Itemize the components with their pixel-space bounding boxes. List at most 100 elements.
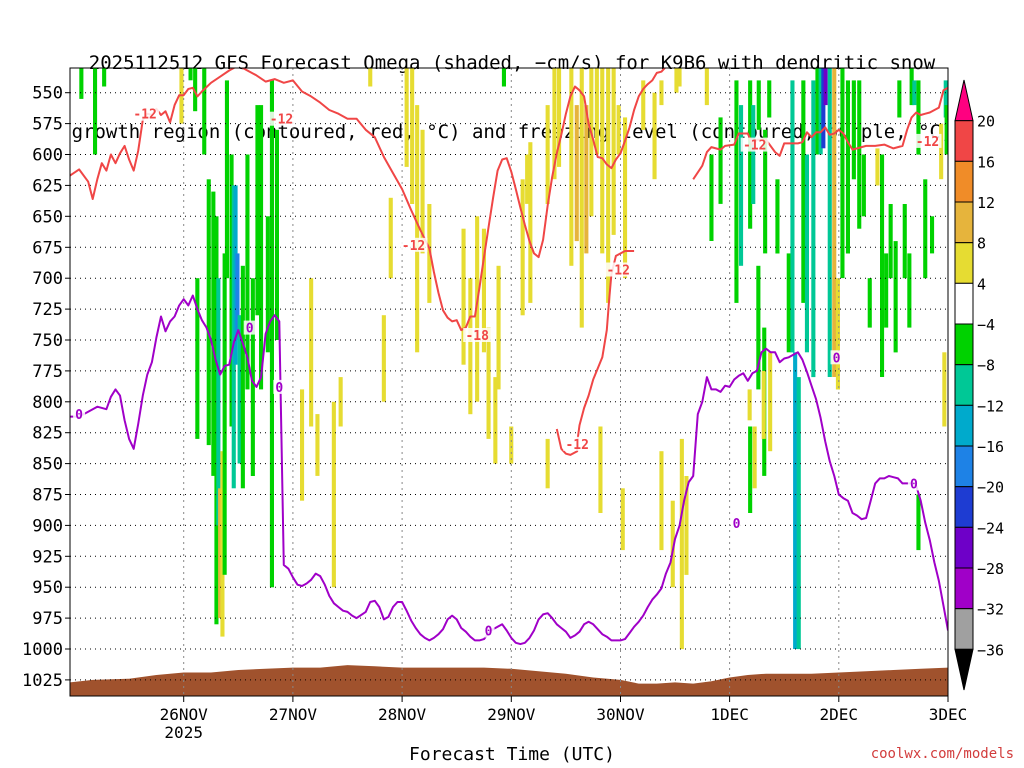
omega-cell-58 [579,68,584,328]
omega-cell-62 [600,68,605,254]
omega-cell-21 [240,265,245,489]
omega-cell-100 [793,352,798,649]
y-tick-label-1000: 1000 [22,640,63,660]
y-tick-label-650: 650 [32,207,63,227]
colorbar-swatch-11 [954,526,974,569]
omega-cell-125 [907,253,912,328]
omega-cell-89 [767,80,772,118]
omega-cell-42 [461,228,466,365]
omega-cell-73 [684,476,689,575]
omega-cell-8 [206,179,211,446]
y-axis: 550 575 600 625 650 675 700 725 750 775 800 825 850 8… [22,84,70,691]
x-tick-label-30NOV: 30NOV [596,705,645,724]
omega-cell-106 [818,68,823,155]
omega-cell-36 [388,197,393,279]
y-tick-label-600: 600 [32,146,63,166]
contour-label-bg-2 [399,237,428,252]
contour--12 [70,68,667,332]
colorbar-swatch-6 [954,323,974,366]
omega-cell-34 [368,68,373,87]
credit-text: coolwx.com/models [870,746,1014,762]
omega-cell-23 [250,278,255,476]
omega-cell-135 [944,105,948,155]
y-tick-label-725: 725 [32,300,63,320]
x-tick-label-29NOV: 29NOV [487,705,536,724]
contour--12b [555,250,635,456]
omega-cell-118 [875,148,880,186]
omega-cell-102 [801,80,806,303]
omega-cell-2 [102,68,107,87]
omega-cell-123 [897,80,902,118]
omega-cell-75 [659,451,664,551]
contour-label-11: 0 [485,625,493,640]
omega-cell-50 [520,179,525,316]
omega-cell-108 [823,68,828,106]
x-tick-label-1DEC: 1DEC [710,705,749,724]
omega-cell-103 [804,154,809,353]
omega-cell-70 [674,68,679,93]
plot-frame [69,67,949,697]
terrain-surface [70,665,948,696]
contour-labels: -12 -12 -12 -18 -12 -12 -12 -12 0 0 0 0 0 0 0 [73,106,942,640]
contour-label-bg-0 [131,106,160,121]
omega-cell-129 [923,179,928,279]
contour-label-14: 0 [910,477,918,492]
colorbar-label-9: −20 [977,479,1004,497]
omega-cell-133 [942,352,947,427]
colorbar-swatch-10 [954,486,974,528]
omega-cell-67 [641,80,646,130]
omega-cell-78 [545,438,550,489]
colorbar-arrow-bottom [954,648,974,691]
omega-cell-127 [912,80,917,106]
contour-label-bg-7 [913,133,942,148]
omega-cell-68 [652,92,657,180]
omega-cell-111 [835,278,840,390]
omega-cell-116 [861,154,866,217]
x-tick-label-28NOV: 28NOV [378,705,427,724]
omega-cell-32 [331,401,336,588]
omega-cell-52 [528,142,533,303]
contour-label-1: -12 [270,113,293,128]
omega-cell-12 [218,488,223,619]
colorbar-label-12: −32 [977,601,1004,619]
omega-cell-69 [659,80,664,106]
y-tick-label-800: 800 [32,393,63,413]
x-axis-label: Forecast Time (UTC) [409,744,615,765]
colorbar-label-8: −16 [977,438,1004,456]
omega-cell-57 [574,105,579,242]
omega-shading [79,68,948,650]
omega-cell-97 [775,179,780,254]
omega-cell-27 [269,80,274,588]
omega-cell-1 [93,68,98,155]
y-tick-label-575: 575 [32,115,63,135]
colorbar-label-6: −8 [977,357,995,375]
omega-cell-128 [916,80,921,155]
contour-label-bg-4 [563,436,592,451]
omega-cell-7 [202,68,207,155]
contour-label-6: -12 [743,139,766,154]
colorbar-label-3: 8 [977,235,986,253]
omega-cell-6 [195,278,200,439]
contour-label-5: -12 [606,264,629,279]
omega-cell-65 [616,105,621,155]
colorbar-swatch-1 [954,120,974,162]
omega-cell-54 [552,68,557,180]
colorbar-label-13: −36 [977,641,1004,659]
y-tick-label-975: 975 [32,609,63,629]
omega-cell-24 [255,105,260,316]
omega-cell-93 [761,370,766,439]
y-tick-label-925: 925 [32,547,63,567]
colorbar-label-0: 20 [977,113,995,131]
colorbar-label-7: −12 [977,397,1004,415]
omega-cell-5 [193,68,198,112]
contour-label-3: -18 [465,329,489,344]
omega-cell-11 [216,278,221,526]
omega-cell-72 [679,438,684,650]
x-tick-sublabel-26NOV: 2025 [164,723,203,742]
omega-cell-107 [821,68,826,149]
omega-cell-13 [220,451,225,637]
omega-cell-99 [790,80,795,353]
contour-label-bg-3 [463,328,492,342]
colorbar-swatch-5 [954,282,974,325]
